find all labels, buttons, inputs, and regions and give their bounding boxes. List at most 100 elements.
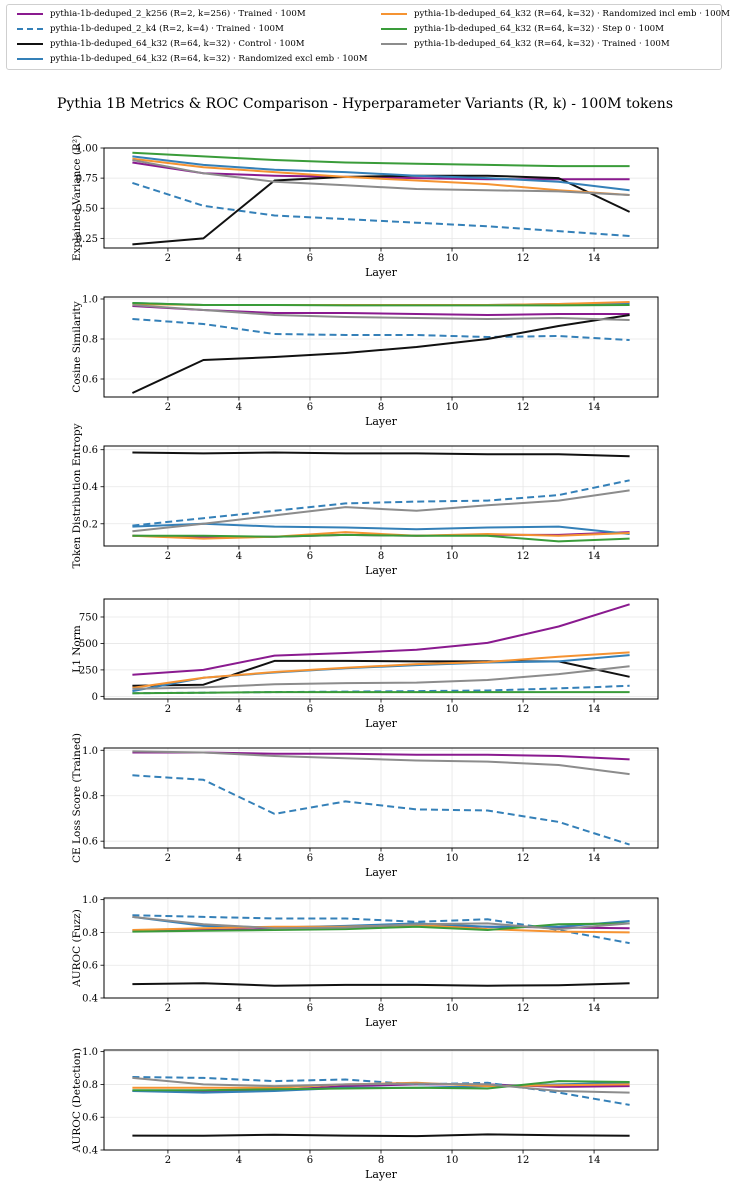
legend-swatch-k256 — [17, 12, 43, 15]
x-tick-label: 8 — [378, 551, 384, 562]
x-tick-label: 10 — [446, 704, 459, 715]
series-line-rand_incl — [132, 157, 630, 196]
x-tick-label: 2 — [165, 704, 171, 715]
y-axis-label: L1 Norm — [71, 625, 83, 673]
x-tick-label: 2 — [165, 253, 171, 264]
y-tick-label: 0.8 — [82, 1080, 98, 1091]
y-tick-label: 0.25 — [76, 234, 98, 245]
x-tick-label: 4 — [236, 853, 242, 864]
series-line-step0 — [132, 302, 630, 307]
x-tick-label: 8 — [378, 253, 384, 264]
x-tick-label: 6 — [307, 853, 313, 864]
y-tick-label: 0.6 — [82, 445, 98, 456]
figure-title: Pythia 1B Metrics & ROC Comparison - Hyp… — [56, 96, 674, 112]
y-tick-label: 1.0 — [82, 1047, 98, 1058]
x-tick-label: 12 — [517, 402, 530, 413]
x-tick-label: 4 — [236, 551, 242, 562]
legend-item-trained: pythia-1b-deduped_64_k32 (R=64, k=32) · … — [381, 36, 670, 51]
y-tick-label: 0.8 — [82, 335, 98, 346]
legend-label: pythia-1b-deduped_64_k32 (R=64, k=32) · … — [414, 23, 664, 34]
chart-panel-1: 2 4 6 8 10 12 14 0.25 0.50 0.75 1.00 Layer Explained… — [71, 135, 659, 279]
x-tick-label: 6 — [307, 704, 313, 715]
y-axis-label: Cosine Similarity — [71, 301, 83, 392]
series-line-rand_incl — [132, 531, 630, 540]
series-line-control — [132, 1133, 630, 1138]
series-line-k4 — [132, 181, 630, 237]
x-tick-label: 12 — [517, 551, 530, 562]
x-tick-label: 4 — [236, 253, 242, 264]
chart-panel-2: 2 4 6 8 10 12 14 0.6 0.8 1.0 Layer Cosine Similarit… — [71, 295, 659, 428]
y-tick-label: 0.6 — [82, 961, 98, 972]
x-tick-label: 4 — [236, 704, 242, 715]
series-line-trained — [132, 1076, 630, 1094]
y-tick-label: 0.4 — [82, 994, 98, 1005]
x-axis-label: Layer — [365, 717, 398, 730]
series-line-control — [132, 982, 630, 987]
x-tick-label: 14 — [588, 551, 601, 562]
series-line-k256 — [132, 603, 630, 676]
chart-panel-6: 2 4 6 8 10 12 14 0.4 0.6 0.8 1.0 Layer AUROC (Fuzz) — [71, 895, 659, 1029]
x-tick-label: 8 — [378, 1003, 384, 1014]
x-tick-label: 8 — [378, 704, 384, 715]
x-tick-label: 12 — [517, 1003, 530, 1014]
series-line-trained — [132, 665, 630, 690]
series-line-k4 — [132, 479, 630, 527]
x-tick-label: 6 — [307, 253, 313, 264]
legend-swatch-k4 — [17, 27, 43, 30]
series-line-trained — [132, 304, 630, 321]
x-tick-label: 8 — [378, 1155, 384, 1166]
x-tick-label: 14 — [588, 402, 601, 413]
y-axis-label: CE Loss Score (Trained) — [71, 733, 83, 863]
legend-swatch-control — [17, 42, 43, 45]
x-tick-label: 2 — [165, 402, 171, 413]
legend-item-k256: pythia-1b-deduped_2_k256 (R=2, k=256) · … — [17, 6, 306, 21]
x-tick-label: 10 — [446, 853, 459, 864]
legend-label: pythia-1b-deduped_2_k256 (R=2, k=256) · … — [50, 8, 306, 19]
x-tick-label: 6 — [307, 1155, 313, 1166]
x-tick-label: 14 — [588, 253, 601, 264]
series-line-step0 — [132, 922, 630, 933]
x-tick-label: 2 — [165, 1155, 171, 1166]
x-tick-label: 2 — [165, 1003, 171, 1014]
x-axis-label: Layer — [365, 415, 398, 428]
series-line-step0 — [132, 1080, 630, 1092]
series-line-trained — [132, 750, 630, 776]
series-line-trained — [132, 915, 630, 931]
y-tick-label: 0.4 — [82, 1146, 98, 1157]
x-tick-label: 6 — [307, 1003, 313, 1014]
y-tick-label: 0.6 — [82, 375, 98, 386]
y-tick-label: 0 — [92, 692, 98, 703]
series-line-k4 — [132, 1076, 630, 1106]
x-tick-label: 8 — [378, 853, 384, 864]
legend-item-step0: pythia-1b-deduped_64_k32 (R=64, k=32) · … — [381, 21, 664, 36]
legend-label: pythia-1b-deduped_64_k32 (R=64, k=32) · … — [50, 53, 368, 64]
legend-swatch-step0 — [381, 27, 407, 30]
series-line-trained — [132, 159, 630, 196]
y-tick-label: 0.6 — [82, 837, 98, 848]
series-line-control — [132, 174, 631, 246]
y-axis-label: AUROC (Fuzz) — [71, 909, 83, 988]
legend-item-control: pythia-1b-deduped_64_k32 (R=64, k=32) · … — [17, 36, 305, 51]
x-tick-label: 14 — [588, 704, 601, 715]
x-tick-label: 10 — [446, 253, 459, 264]
x-axis-label: Layer — [365, 266, 398, 279]
series-line-trained — [132, 489, 630, 533]
x-tick-label: 2 — [165, 853, 171, 864]
y-tick-label: 0.2 — [82, 519, 98, 530]
x-axis-label: Layer — [365, 1168, 398, 1181]
series-line-k4 — [132, 914, 630, 945]
x-tick-label: 8 — [378, 402, 384, 413]
x-tick-label: 6 — [307, 551, 313, 562]
legend-item-k4: pythia-1b-deduped_2_k4 (R=2, k=4) · Trai… — [17, 21, 284, 36]
x-tick-label: 14 — [588, 853, 601, 864]
x-tick-label: 4 — [236, 1003, 242, 1014]
x-axis-label: Layer — [365, 866, 398, 879]
y-tick-label: 0.6 — [82, 1113, 98, 1124]
x-tick-label: 10 — [446, 551, 459, 562]
x-tick-label: 12 — [517, 704, 530, 715]
series-line-step0 — [132, 151, 630, 168]
x-tick-label: 12 — [517, 253, 530, 264]
x-tick-label: 10 — [446, 1155, 459, 1166]
y-tick-label: 0.8 — [82, 791, 98, 802]
